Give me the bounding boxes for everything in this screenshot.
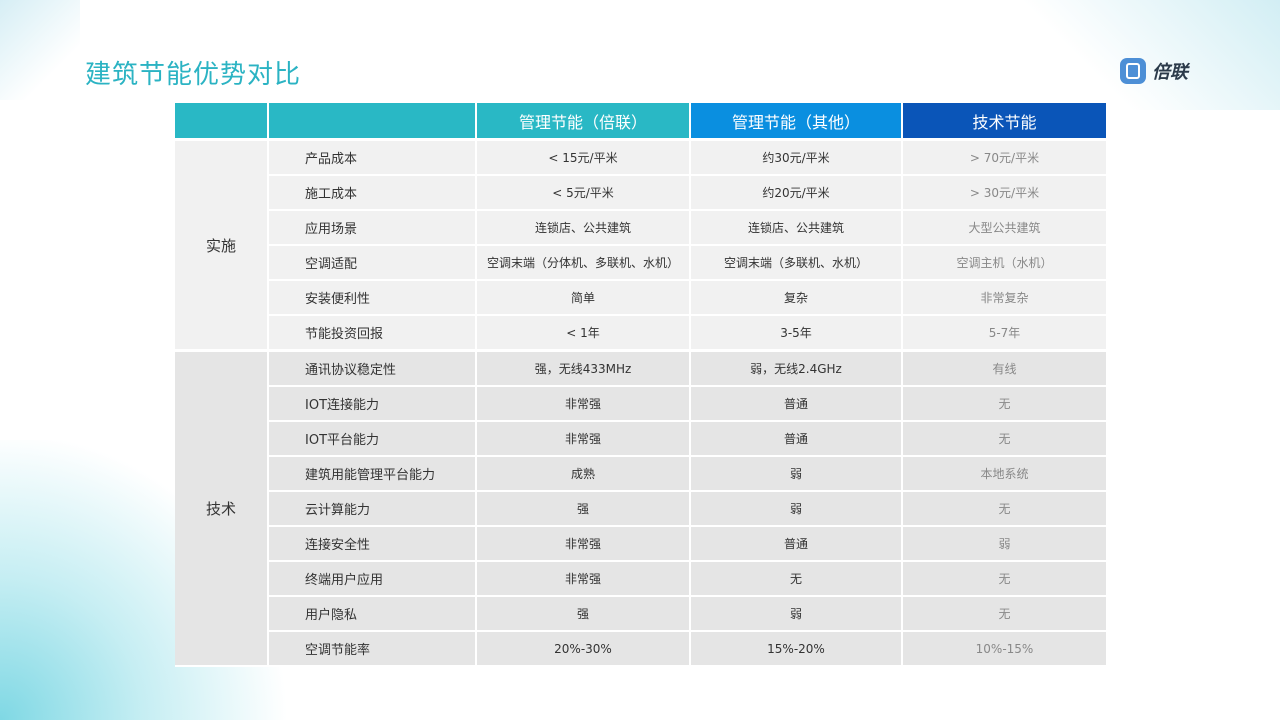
cell-tech: 大型公共建筑 [902, 210, 1106, 246]
row-label: 建筑用能管理平台能力 [268, 456, 477, 492]
cell-mgmt-beilian: 连锁店、公共建筑 [476, 210, 691, 246]
comparison-table: 管理节能（倍联） 管理节能（其他） 技术节能 实施 产品成本 < 15元/平米 约30… [175, 103, 1106, 667]
logo-text: 倍联 [1152, 62, 1188, 83]
cell-mgmt-beilian: 强 [476, 596, 691, 632]
decorative-pattern-top-left [0, 0, 80, 100]
cell-mgmt-beilian: 空调末端（分体机、多联机、水机） [476, 245, 691, 281]
cell-mgmt-beilian: 强 [476, 491, 691, 527]
cell-tech: 无 [902, 596, 1106, 632]
row-label: IOT连接能力 [268, 386, 477, 422]
row-label: 空调节能率 [268, 631, 477, 667]
cell-tech: 空调主机（水机） [902, 245, 1106, 281]
row-label: 用户隐私 [268, 596, 477, 632]
cell-tech: > 30元/平米 [902, 175, 1106, 211]
row-label: 终端用户应用 [268, 561, 477, 597]
cell-tech: 无 [902, 491, 1106, 527]
cell-mgmt-other: 复杂 [690, 280, 903, 316]
header-mgmt-other: 管理节能（其他） [690, 103, 903, 140]
table-row: 安装便利性 简单 复杂 非常复杂 [175, 280, 1106, 316]
page-title: 建筑节能优势对比 [85, 60, 302, 90]
row-label: 空调适配 [268, 245, 477, 281]
table-row: 建筑用能管理平台能力 成熟弱本地系统 [175, 456, 1106, 492]
cell-tech: 本地系统 [902, 456, 1106, 492]
row-label: 产品成本 [268, 138, 477, 176]
table-row: 节能投资回报 < 1年 3-5年 5-7年 [175, 315, 1106, 352]
table-header-row: 管理节能（倍联） 管理节能（其他） 技术节能 [175, 103, 1106, 140]
cell-mgmt-beilian: 非常强 [476, 421, 691, 457]
cell-mgmt-other: 弱，无线2.4GHz [690, 349, 903, 387]
table-row: IOT连接能力 非常强 普通无 [175, 386, 1106, 422]
cell-tech: 5-7年 [902, 315, 1106, 352]
cell-tech: 非常复杂 [902, 280, 1106, 316]
cell-tech: 弱 [902, 526, 1106, 562]
cell-mgmt-beilian: 成熟 [476, 456, 691, 492]
cell-mgmt-beilian: 简单 [476, 280, 691, 316]
cell-mgmt-other: 弱 [690, 456, 903, 492]
cell-mgmt-other: 约30元/平米 [690, 138, 903, 176]
header-item [268, 103, 477, 140]
table-row: 应用场景 连锁店、公共建筑 连锁店、公共建筑 大型公共建筑 [175, 210, 1106, 246]
cell-mgmt-beilian: < 15元/平米 [476, 138, 691, 176]
cell-mgmt-beilian: < 5元/平米 [476, 175, 691, 211]
table-row: 终端用户应用 非常强无无 [175, 561, 1106, 597]
table-row: 用户隐私强弱无 [175, 596, 1106, 632]
cell-tech: 有线 [902, 349, 1106, 387]
logo: 倍联 [1120, 58, 1188, 84]
cell-mgmt-other: 无 [690, 561, 903, 597]
cell-tech: 无 [902, 561, 1106, 597]
table-row: 连接安全性 非常强 普通弱 [175, 526, 1106, 562]
cell-mgmt-other: 弱 [690, 491, 903, 527]
cell-mgmt-beilian: 强，无线433MHz [476, 349, 691, 387]
header-mgmt-beilian: 管理节能（倍联） [476, 103, 691, 140]
cell-mgmt-other: 普通 [690, 421, 903, 457]
table-row: 实施 产品成本 < 15元/平米 约30元/平米 > 70元/平米 [175, 138, 1106, 352]
header-group [175, 103, 269, 140]
logo-icon [1120, 58, 1146, 84]
cell-tech: 10%-15% [902, 631, 1106, 667]
cell-tech: 无 [902, 386, 1106, 422]
table-row: 技术 通讯协议稳定性 强，无线433MHz 弱，无线2.4GHz 有线 [175, 349, 1106, 667]
cell-mgmt-beilian: 非常强 [476, 386, 691, 422]
group-label: 实施 [175, 138, 269, 352]
table-row: 空调适配 空调末端（分体机、多联机、水机） 空调末端（多联机、水机） 空调主机（水机） [175, 245, 1106, 281]
cell-mgmt-beilian: < 1年 [476, 315, 691, 352]
group-label: 技术 [175, 349, 269, 667]
cell-mgmt-beilian: 20%-30% [476, 631, 691, 667]
cell-mgmt-other: 弱 [690, 596, 903, 632]
table-row: IOT平台能力 非常强 普通无 [175, 421, 1106, 457]
table-row: 云计算能力强弱无 [175, 491, 1106, 527]
cell-mgmt-other: 3-5年 [690, 315, 903, 352]
cell-mgmt-other: 空调末端（多联机、水机） [690, 245, 903, 281]
cell-mgmt-beilian: 非常强 [476, 561, 691, 597]
row-label: 云计算能力 [268, 491, 477, 527]
cell-mgmt-other: 15%-20% [690, 631, 903, 667]
row-label: IOT平台能力 [268, 421, 477, 457]
cell-tech: 无 [902, 421, 1106, 457]
row-label: 安装便利性 [268, 280, 477, 316]
row-label: 通讯协议稳定性 [268, 349, 477, 387]
cell-mgmt-beilian: 非常强 [476, 526, 691, 562]
table-row: 施工成本 < 5元/平米 约20元/平米 > 30元/平米 [175, 175, 1106, 211]
cell-mgmt-other: 普通 [690, 386, 903, 422]
header-tech: 技术节能 [902, 103, 1106, 140]
cell-tech: > 70元/平米 [902, 138, 1106, 176]
table-row: 空调节能率 20%-30% 15%-20% 10%-15% [175, 631, 1106, 667]
cell-mgmt-other: 连锁店、公共建筑 [690, 210, 903, 246]
cell-mgmt-other: 普通 [690, 526, 903, 562]
row-label: 施工成本 [268, 175, 477, 211]
decorative-city-pattern-top-right [1020, 0, 1280, 110]
row-label: 连接安全性 [268, 526, 477, 562]
row-label: 应用场景 [268, 210, 477, 246]
row-label: 节能投资回报 [268, 315, 477, 352]
cell-mgmt-other: 约20元/平米 [690, 175, 903, 211]
